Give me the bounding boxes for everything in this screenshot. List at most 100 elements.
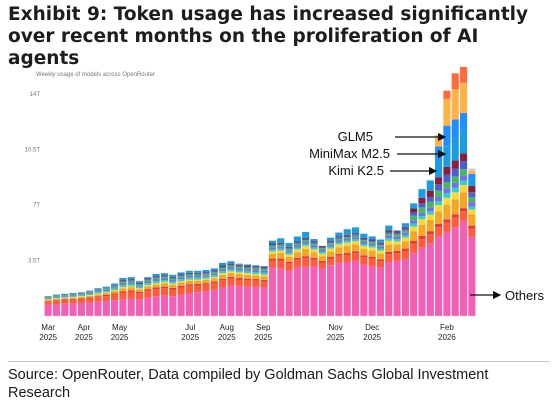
bar-segment <box>368 243 376 246</box>
bar-segment <box>410 240 418 244</box>
bar-segment <box>235 273 243 278</box>
bar-segment <box>177 277 185 280</box>
bar-segment <box>418 216 426 220</box>
bar-segment <box>351 251 360 254</box>
bar-segment <box>94 291 102 293</box>
bar-segment <box>227 278 235 286</box>
bar-segment <box>119 293 127 300</box>
bar-segment <box>268 243 277 245</box>
bar-segment <box>52 295 61 297</box>
bar-segment <box>418 207 426 213</box>
bar-segment <box>260 276 268 280</box>
bar-segment <box>111 289 119 291</box>
bar-segment <box>94 293 102 295</box>
bar-segment <box>302 266 310 316</box>
bar-segment <box>152 277 160 278</box>
bar-segment <box>318 245 326 247</box>
bar-segment <box>227 263 235 265</box>
bar-segment <box>418 235 426 240</box>
bar-segment <box>86 298 94 303</box>
bar-segment <box>243 274 252 279</box>
bar-segment <box>426 207 434 212</box>
bar-segment <box>343 242 351 246</box>
bar-segment <box>52 304 61 316</box>
bar-segment <box>285 263 293 271</box>
bar-segment <box>327 256 335 259</box>
bar-segment <box>418 203 426 208</box>
bar-segment <box>77 294 85 296</box>
bar-segment <box>426 231 434 235</box>
bar-segment <box>235 277 243 280</box>
bar-segment <box>327 265 335 316</box>
bar-segment <box>418 224 426 236</box>
annotation-label: MiniMax M2.5 <box>309 146 390 161</box>
bar-segment <box>418 219 426 225</box>
bar-segment <box>435 236 443 316</box>
bar-segment <box>44 299 52 300</box>
bar-segment <box>459 161 468 170</box>
divider <box>8 361 550 362</box>
bar-segment <box>52 296 61 298</box>
bar-segment <box>335 247 343 254</box>
bar-segment <box>144 283 152 286</box>
bar-segment <box>135 286 144 289</box>
bar-segment <box>376 259 385 262</box>
bar-segment <box>86 293 94 294</box>
bar-segment <box>61 293 69 295</box>
bar-segment <box>410 252 418 316</box>
bar-segment <box>127 283 135 286</box>
bar-segment <box>351 227 360 234</box>
bar-segment <box>360 255 368 258</box>
bar-segment <box>44 304 52 316</box>
bar-segment <box>443 222 451 232</box>
bar-segment <box>127 280 135 283</box>
bar-segment <box>385 230 393 232</box>
bar-segment <box>219 273 227 275</box>
bar-segment <box>94 288 102 290</box>
bar-segment <box>194 272 202 274</box>
bar-segment <box>177 276 185 278</box>
bar-segment <box>52 300 61 305</box>
bar-segment <box>227 265 235 268</box>
bar-segment <box>235 279 243 286</box>
bar-segment <box>252 279 260 281</box>
bar-segment <box>102 288 110 290</box>
bar-segment <box>435 224 443 228</box>
bar-segment <box>177 272 185 275</box>
bar-segment <box>202 272 210 273</box>
bar-segment <box>360 233 368 238</box>
bar-segment <box>252 273 260 276</box>
bar-segment <box>443 174 451 182</box>
bar-segment <box>293 267 301 316</box>
bar-segment <box>169 289 177 297</box>
bar-segment <box>127 277 135 280</box>
bar-segment <box>235 268 243 271</box>
bar-segment <box>335 255 343 263</box>
x-tick-month: Aug <box>220 323 234 332</box>
bar-segment <box>277 246 285 249</box>
bar-segment <box>368 240 376 242</box>
bar-segment <box>144 285 152 287</box>
bar-segment <box>426 197 434 202</box>
bar-segment <box>194 276 202 278</box>
bar-segment <box>185 270 193 273</box>
bar-segment <box>235 270 243 273</box>
bar-segment <box>119 291 127 293</box>
bar-segment <box>318 250 326 252</box>
bar-segment <box>451 138 459 161</box>
bar-segment <box>102 286 110 289</box>
bar-segment <box>94 296 102 298</box>
bar-segment <box>160 279 169 282</box>
bar-segment <box>210 273 218 276</box>
bar-segment <box>177 282 185 286</box>
bar-segment <box>127 279 135 280</box>
bar-segment <box>243 273 252 275</box>
bar-segment <box>268 247 277 250</box>
bar-segment <box>277 260 285 269</box>
bar-segment <box>135 289 144 292</box>
bar-segment <box>401 250 409 259</box>
bar-segment <box>185 279 193 281</box>
bar-segment <box>376 246 385 249</box>
bar-segment <box>160 295 169 316</box>
bar-segment <box>459 112 468 131</box>
